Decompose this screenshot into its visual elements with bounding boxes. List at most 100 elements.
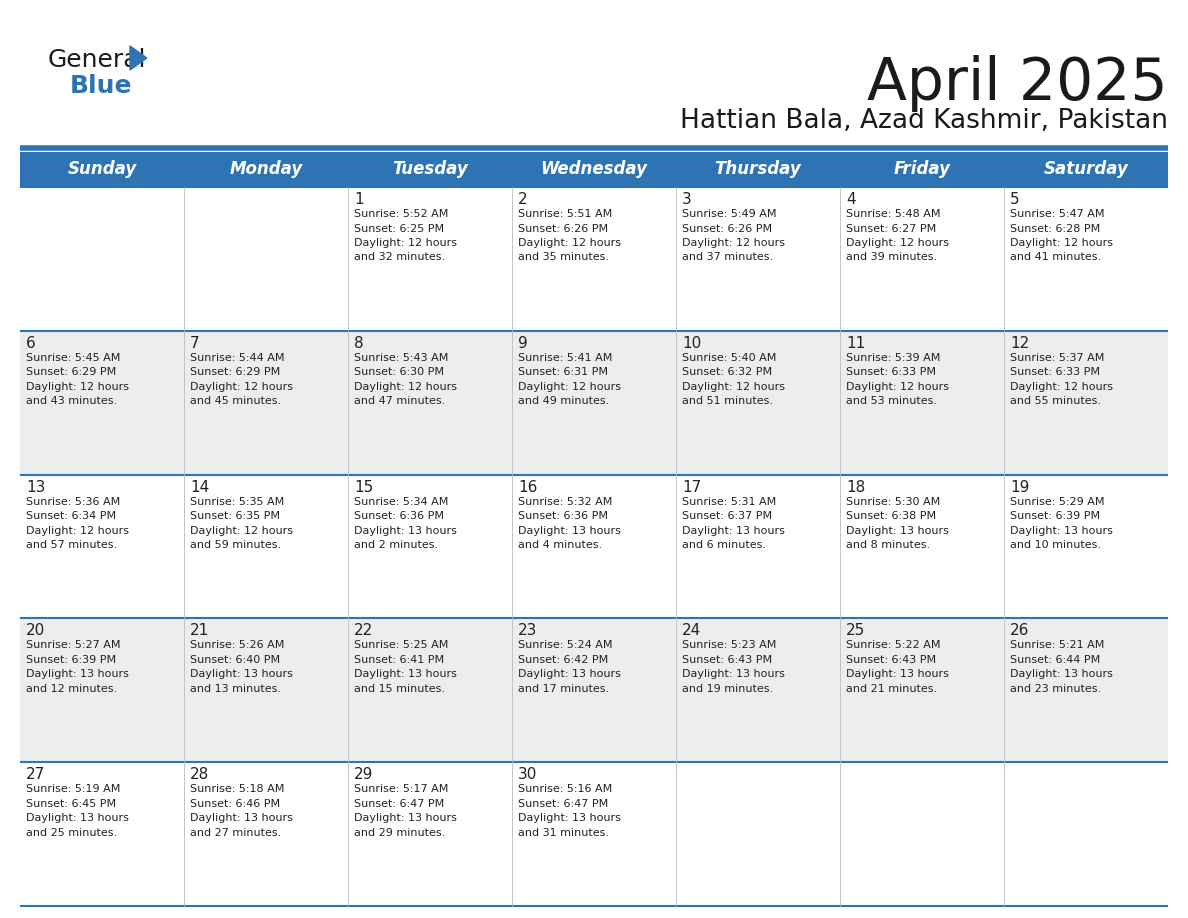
Text: Wednesday: Wednesday (541, 161, 647, 178)
Text: Thursday: Thursday (715, 161, 802, 178)
Text: and 55 minutes.: and 55 minutes. (1010, 397, 1101, 407)
Text: Sunset: 6:36 PM: Sunset: 6:36 PM (518, 511, 608, 521)
Text: 10: 10 (682, 336, 701, 351)
Text: and 29 minutes.: and 29 minutes. (354, 828, 446, 838)
Text: and 32 minutes.: and 32 minutes. (354, 252, 446, 263)
Text: and 23 minutes.: and 23 minutes. (1010, 684, 1101, 694)
Text: Daylight: 13 hours: Daylight: 13 hours (354, 813, 457, 823)
Text: 4: 4 (846, 192, 855, 207)
Text: Sunrise: 5:24 AM: Sunrise: 5:24 AM (518, 641, 613, 650)
Text: Sunrise: 5:22 AM: Sunrise: 5:22 AM (846, 641, 941, 650)
Text: Sunrise: 5:52 AM: Sunrise: 5:52 AM (354, 209, 448, 219)
Text: and 2 minutes.: and 2 minutes. (354, 540, 438, 550)
Text: and 4 minutes.: and 4 minutes. (518, 540, 602, 550)
Text: Daylight: 13 hours: Daylight: 13 hours (682, 669, 785, 679)
Text: Sunset: 6:29 PM: Sunset: 6:29 PM (190, 367, 280, 377)
Text: Sunset: 6:47 PM: Sunset: 6:47 PM (518, 799, 608, 809)
Text: 9: 9 (518, 336, 527, 351)
Text: 5: 5 (1010, 192, 1019, 207)
Text: Sunrise: 5:32 AM: Sunrise: 5:32 AM (518, 497, 612, 507)
Text: Daylight: 12 hours: Daylight: 12 hours (26, 382, 129, 392)
Text: and 19 minutes.: and 19 minutes. (682, 684, 773, 694)
Text: Sunset: 6:34 PM: Sunset: 6:34 PM (26, 511, 116, 521)
Text: Sunset: 6:28 PM: Sunset: 6:28 PM (1010, 223, 1100, 233)
Text: 29: 29 (354, 767, 373, 782)
Text: Sunrise: 5:26 AM: Sunrise: 5:26 AM (190, 641, 284, 650)
Text: Daylight: 12 hours: Daylight: 12 hours (26, 526, 129, 535)
Text: Sunrise: 5:51 AM: Sunrise: 5:51 AM (518, 209, 612, 219)
Text: Daylight: 12 hours: Daylight: 12 hours (1010, 382, 1113, 392)
Text: 8: 8 (354, 336, 364, 351)
Text: General: General (48, 48, 146, 72)
Text: Daylight: 13 hours: Daylight: 13 hours (354, 669, 457, 679)
Text: Sunset: 6:46 PM: Sunset: 6:46 PM (190, 799, 280, 809)
Text: Sunset: 6:26 PM: Sunset: 6:26 PM (518, 223, 608, 233)
Text: 21: 21 (190, 623, 209, 638)
Text: and 41 minutes.: and 41 minutes. (1010, 252, 1101, 263)
Text: and 37 minutes.: and 37 minutes. (682, 252, 773, 263)
Text: Sunrise: 5:44 AM: Sunrise: 5:44 AM (190, 353, 284, 363)
Text: Daylight: 13 hours: Daylight: 13 hours (26, 669, 128, 679)
Text: Sunrise: 5:41 AM: Sunrise: 5:41 AM (518, 353, 612, 363)
Text: Sunset: 6:36 PM: Sunset: 6:36 PM (354, 511, 444, 521)
Text: Daylight: 13 hours: Daylight: 13 hours (518, 669, 621, 679)
Text: and 10 minutes.: and 10 minutes. (1010, 540, 1101, 550)
Text: 27: 27 (26, 767, 45, 782)
Text: and 21 minutes.: and 21 minutes. (846, 684, 937, 694)
Text: Daylight: 13 hours: Daylight: 13 hours (682, 526, 785, 535)
Text: Daylight: 13 hours: Daylight: 13 hours (1010, 669, 1113, 679)
Text: 6: 6 (26, 336, 36, 351)
Text: Daylight: 13 hours: Daylight: 13 hours (846, 669, 949, 679)
Text: 20: 20 (26, 623, 45, 638)
Text: Daylight: 13 hours: Daylight: 13 hours (190, 813, 293, 823)
Text: Sunrise: 5:35 AM: Sunrise: 5:35 AM (190, 497, 284, 507)
Text: Daylight: 12 hours: Daylight: 12 hours (518, 238, 621, 248)
Text: Sunday: Sunday (68, 161, 137, 178)
Text: Sunrise: 5:49 AM: Sunrise: 5:49 AM (682, 209, 777, 219)
Text: and 45 minutes.: and 45 minutes. (190, 397, 282, 407)
Text: and 51 minutes.: and 51 minutes. (682, 397, 773, 407)
Bar (20, 330, 1168, 475)
Text: 1: 1 (354, 192, 364, 207)
Text: Sunset: 6:27 PM: Sunset: 6:27 PM (846, 223, 936, 233)
Text: Sunset: 6:39 PM: Sunset: 6:39 PM (1010, 511, 1100, 521)
Text: Sunrise: 5:36 AM: Sunrise: 5:36 AM (26, 497, 120, 507)
Text: 3: 3 (682, 192, 691, 207)
Text: and 43 minutes.: and 43 minutes. (26, 397, 118, 407)
Text: Sunrise: 5:47 AM: Sunrise: 5:47 AM (1010, 209, 1105, 219)
Text: Sunset: 6:32 PM: Sunset: 6:32 PM (682, 367, 772, 377)
Text: and 57 minutes.: and 57 minutes. (26, 540, 118, 550)
Text: Sunset: 6:39 PM: Sunset: 6:39 PM (26, 655, 116, 665)
Text: Monday: Monday (229, 161, 303, 178)
Text: 22: 22 (354, 623, 373, 638)
Text: Daylight: 12 hours: Daylight: 12 hours (846, 238, 949, 248)
Polygon shape (129, 46, 147, 70)
Text: 24: 24 (682, 623, 701, 638)
Text: Sunset: 6:43 PM: Sunset: 6:43 PM (682, 655, 772, 665)
Text: 14: 14 (190, 479, 209, 495)
Bar (20, 762, 1168, 906)
Text: Sunset: 6:33 PM: Sunset: 6:33 PM (846, 367, 936, 377)
Text: Sunset: 6:41 PM: Sunset: 6:41 PM (354, 655, 444, 665)
Text: and 12 minutes.: and 12 minutes. (26, 684, 118, 694)
Text: and 35 minutes.: and 35 minutes. (518, 252, 609, 263)
Text: Sunrise: 5:27 AM: Sunrise: 5:27 AM (26, 641, 120, 650)
Text: 7: 7 (190, 336, 200, 351)
Text: and 39 minutes.: and 39 minutes. (846, 252, 937, 263)
Text: Daylight: 12 hours: Daylight: 12 hours (190, 382, 293, 392)
Bar (20, 152, 1168, 187)
Text: 16: 16 (518, 479, 537, 495)
Text: 11: 11 (846, 336, 865, 351)
Text: Tuesday: Tuesday (392, 161, 468, 178)
Text: Hattian Bala, Azad Kashmir, Pakistan: Hattian Bala, Azad Kashmir, Pakistan (680, 108, 1168, 134)
Text: Sunset: 6:35 PM: Sunset: 6:35 PM (190, 511, 280, 521)
Text: Daylight: 12 hours: Daylight: 12 hours (682, 382, 785, 392)
Text: Daylight: 12 hours: Daylight: 12 hours (190, 526, 293, 535)
Text: and 8 minutes.: and 8 minutes. (846, 540, 930, 550)
Text: Saturday: Saturday (1043, 161, 1129, 178)
Text: Sunset: 6:29 PM: Sunset: 6:29 PM (26, 367, 116, 377)
Text: Daylight: 12 hours: Daylight: 12 hours (518, 382, 621, 392)
Text: and 31 minutes.: and 31 minutes. (518, 828, 609, 838)
Text: 26: 26 (1010, 623, 1029, 638)
Text: Sunset: 6:25 PM: Sunset: 6:25 PM (354, 223, 444, 233)
